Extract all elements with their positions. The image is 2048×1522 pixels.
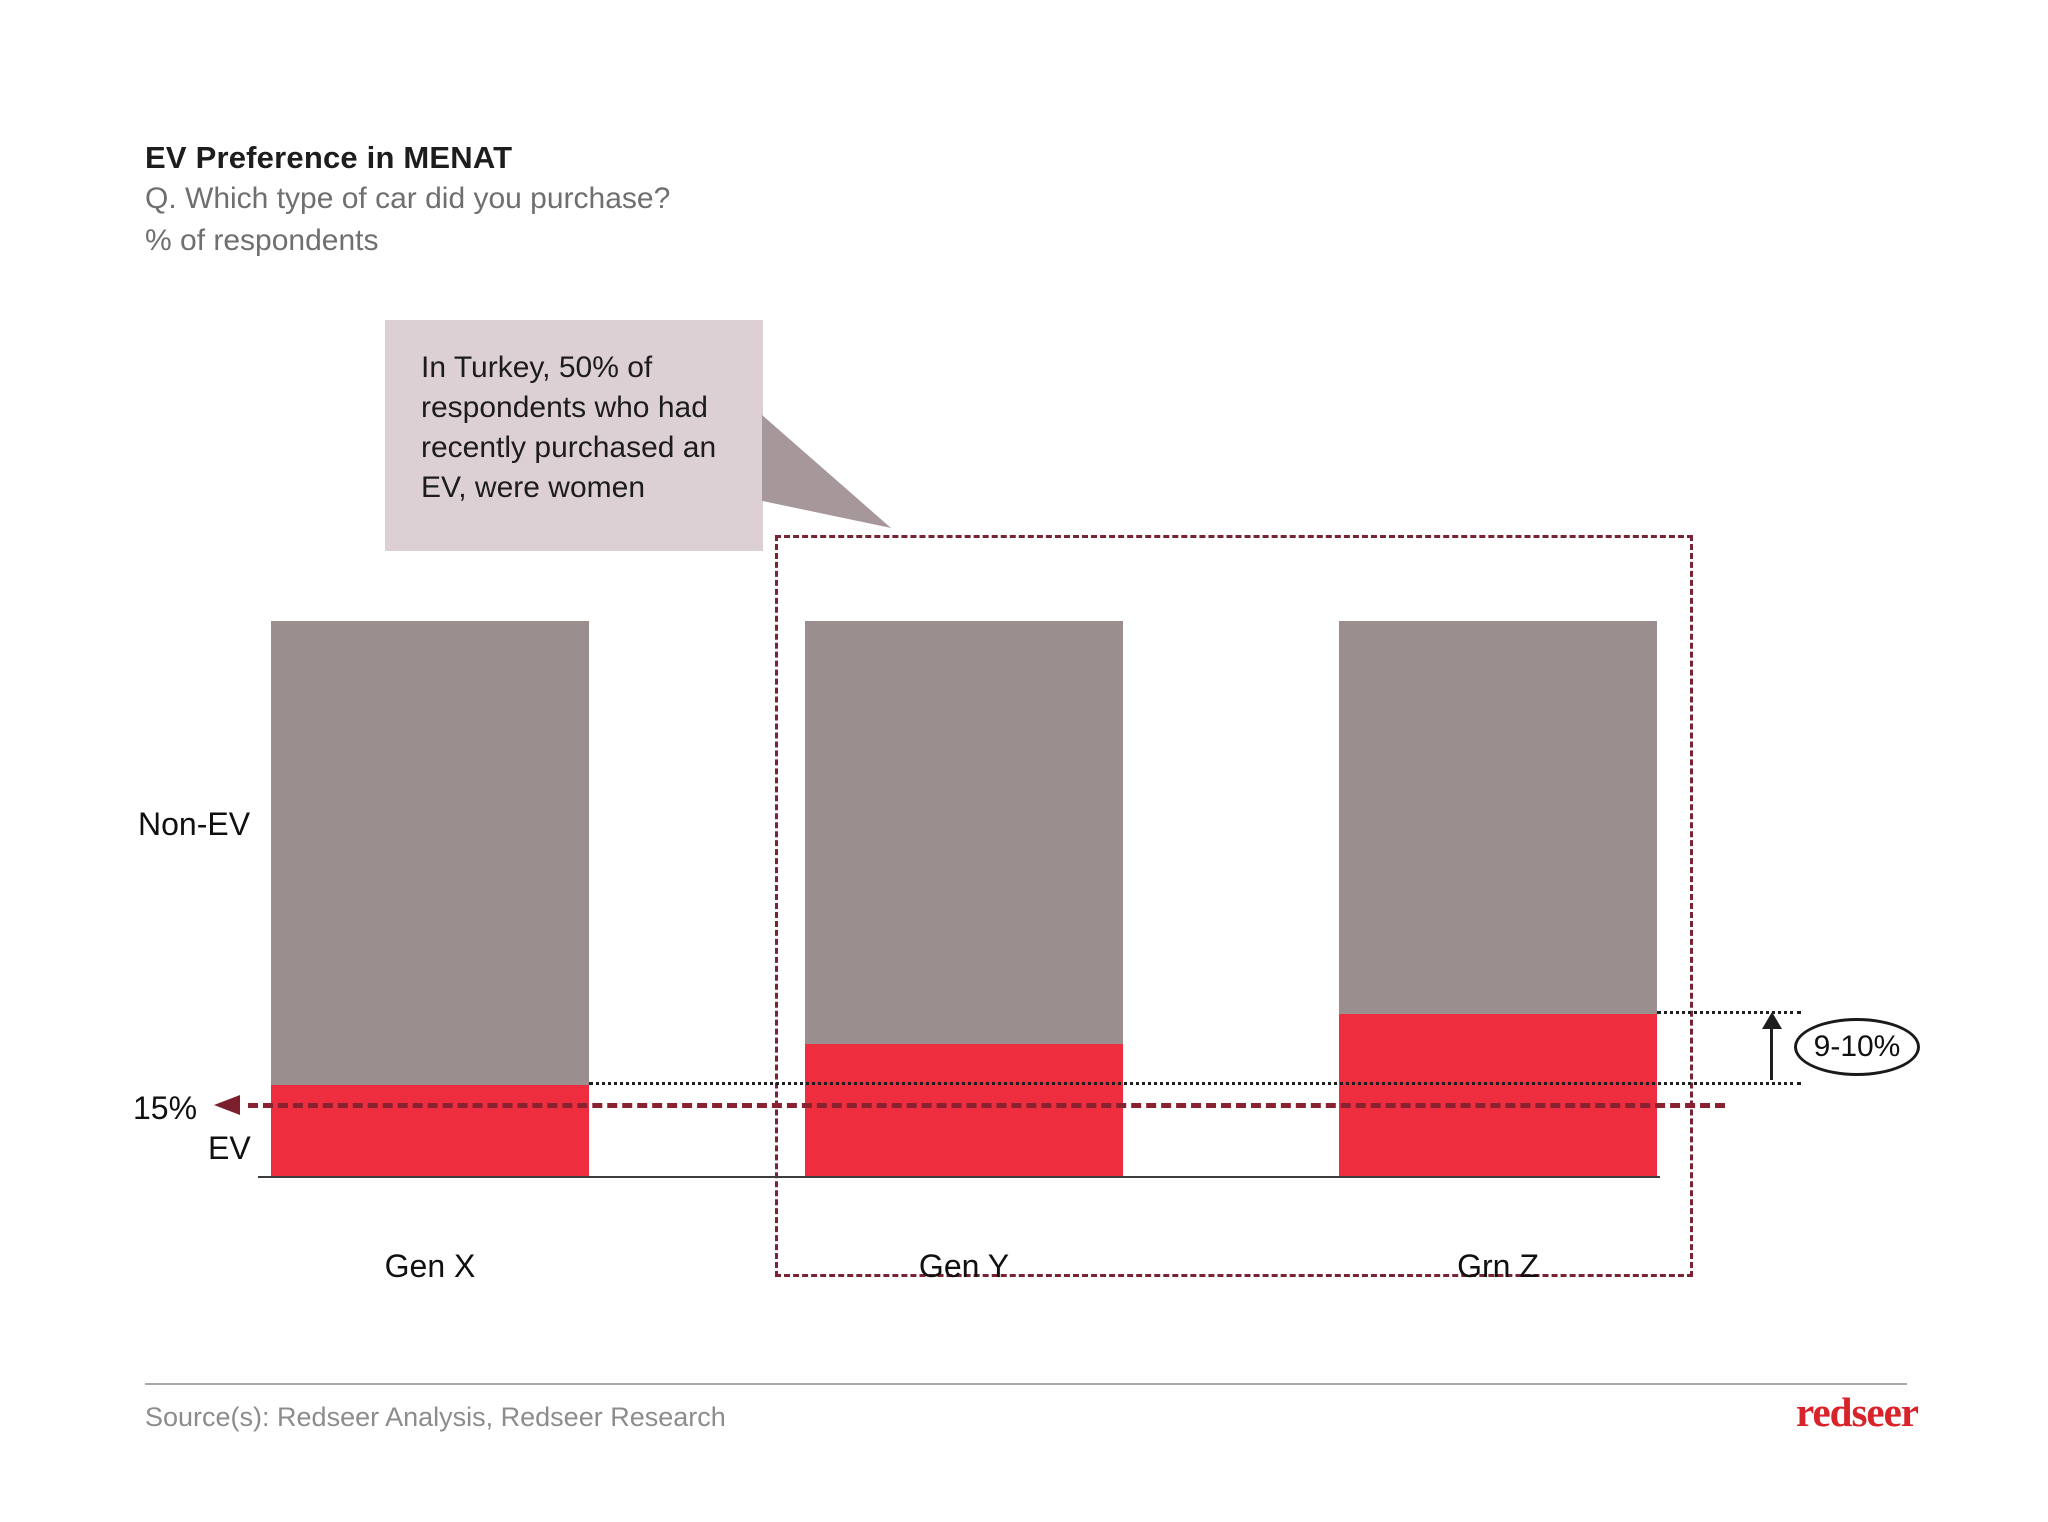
segment-non-ev xyxy=(271,621,589,1085)
bar-gen-x xyxy=(271,621,589,1178)
category-label-gen-x: Gen X xyxy=(384,1248,476,1284)
difference-badge-label: 9-10% xyxy=(1813,1030,1901,1063)
category-label-gen-y: Gen Y xyxy=(918,1248,1010,1284)
legend-non-ev-label: Non-EV xyxy=(138,806,251,842)
up-arrowhead-icon xyxy=(1762,1012,1782,1029)
x-axis-baseline xyxy=(258,1176,1660,1178)
difference-arrow-shaft xyxy=(1770,1026,1773,1080)
callout-tail-pointer xyxy=(762,415,891,528)
gen-x-ev-value-label: 15% xyxy=(133,1090,198,1126)
segment-non-ev xyxy=(805,621,1123,1044)
source-note: Source(s): Redseer Analysis, Redseer Res… xyxy=(145,1402,726,1432)
footer-divider xyxy=(145,1383,1907,1385)
segment-non-ev xyxy=(1339,621,1657,1015)
survey-question: Q. Which type of car did you purchase? xyxy=(145,182,671,215)
redseer-logo: redseer xyxy=(1795,1389,1919,1435)
grn-z-ev-level-dotted-line xyxy=(1657,1011,1801,1014)
segment-ev xyxy=(271,1084,589,1178)
unit-label: % of respondents xyxy=(145,224,379,257)
segment-ev xyxy=(1339,1014,1657,1178)
bar-gen-y xyxy=(805,621,1123,1178)
left-arrowhead-icon xyxy=(214,1095,240,1115)
ev-15pct-dashed-line xyxy=(248,1103,1725,1108)
legend-ev-label: EV xyxy=(208,1130,251,1166)
highlight-dashed-rect xyxy=(775,535,1693,1277)
difference-badge: 9-10% xyxy=(1794,1018,1920,1076)
gen-x-ev-level-dotted-line xyxy=(589,1082,1801,1085)
callout-box: In Turkey, 50% of respondents who had re… xyxy=(385,320,763,551)
bar-grn-z xyxy=(1339,621,1657,1178)
segment-ev xyxy=(805,1043,1123,1178)
page-title: EV Preference in MENAT xyxy=(145,140,513,175)
category-label-grn-z: Grn Z xyxy=(1457,1248,1539,1284)
callout-text: In Turkey, 50% of respondents who had re… xyxy=(421,351,717,504)
